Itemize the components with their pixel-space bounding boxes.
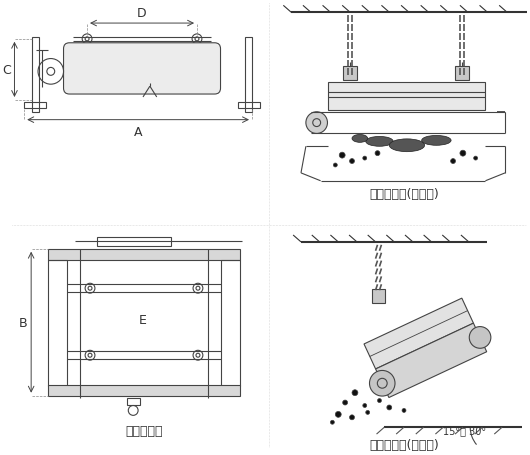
Bar (372, 289, 385, 303)
Bar (329, 83, 485, 111)
Circle shape (375, 152, 380, 156)
Bar (48, 260, 67, 386)
Bar (48, 249, 240, 260)
Circle shape (363, 157, 367, 161)
Circle shape (460, 151, 466, 157)
Bar (220, 260, 240, 386)
Bar (343, 67, 357, 81)
Polygon shape (364, 298, 473, 369)
Circle shape (335, 411, 341, 417)
Text: C: C (2, 64, 11, 77)
Bar (238, 103, 260, 109)
Circle shape (450, 159, 455, 164)
Text: E: E (139, 313, 147, 327)
Circle shape (363, 404, 367, 408)
Polygon shape (376, 324, 487, 398)
Bar (24, 103, 46, 109)
Ellipse shape (422, 136, 451, 146)
Ellipse shape (366, 137, 393, 147)
FancyBboxPatch shape (64, 44, 220, 95)
Ellipse shape (389, 140, 425, 152)
Text: 安装示意图(倒斜式): 安装示意图(倒斜式) (369, 438, 439, 451)
Ellipse shape (352, 135, 368, 143)
Circle shape (333, 164, 337, 167)
Circle shape (369, 371, 395, 396)
Text: A: A (134, 125, 143, 138)
Text: 外形尺寸图: 外形尺寸图 (125, 425, 163, 437)
Circle shape (352, 390, 358, 396)
Circle shape (330, 420, 334, 425)
Bar (32, 38, 39, 112)
Circle shape (474, 157, 478, 161)
Circle shape (350, 415, 355, 420)
Bar (48, 385, 240, 396)
Circle shape (402, 409, 406, 413)
Circle shape (377, 399, 382, 403)
Bar (245, 38, 252, 112)
Circle shape (339, 153, 345, 159)
Text: D: D (137, 7, 147, 20)
Circle shape (350, 159, 355, 164)
Circle shape (387, 405, 392, 410)
Bar (127, 398, 140, 404)
Circle shape (469, 327, 491, 349)
Text: 安装示意图(水平式): 安装示意图(水平式) (369, 187, 439, 200)
Circle shape (366, 410, 369, 415)
Circle shape (343, 400, 348, 405)
Bar (455, 67, 469, 81)
Text: 15°～ 30°: 15°～ 30° (443, 425, 487, 435)
Text: B: B (19, 316, 27, 329)
Bar (97, 238, 172, 246)
Circle shape (306, 112, 328, 134)
